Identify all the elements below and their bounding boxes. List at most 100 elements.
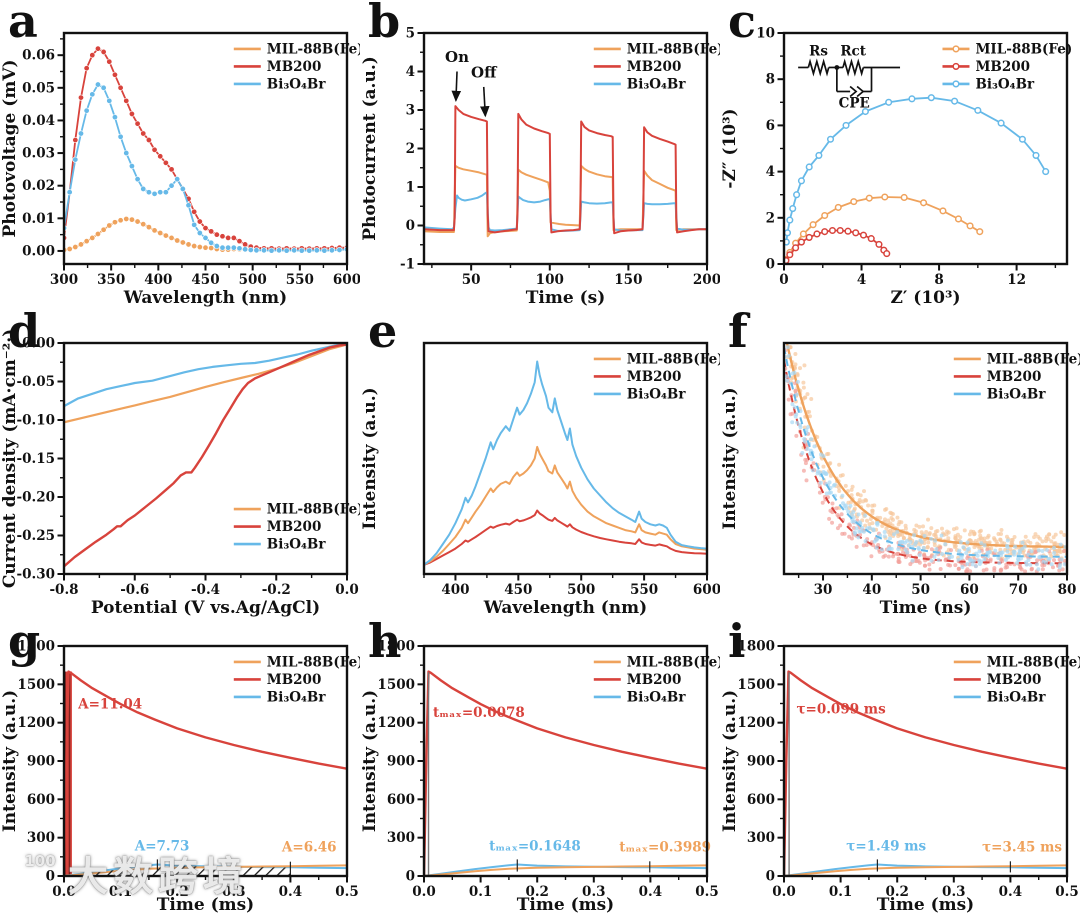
svg-text:A=7.73: A=7.73 [134,838,190,854]
svg-text:0.0: 0.0 [412,884,436,900]
svg-text:550: 550 [630,582,658,598]
svg-text:0.3: 0.3 [222,884,246,900]
panel-e: e 400 450 500 550 600 Wavelength (nm) Intensit… [360,304,720,620]
svg-text:τ=3.45 ms: τ=3.45 ms [982,840,1062,856]
svg-text:70: 70 [1009,582,1028,598]
svg-text:150: 150 [614,272,642,288]
svg-text:0.0: 0.0 [772,884,796,900]
panel-letter-h: h [368,614,402,668]
panel-d-plot: -0.8 -0.6 -0.4 -0.2 0.0 0.00 -0.05 -0.10 -0.15 -0… [0,310,360,620]
svg-text:0: 0 [766,257,775,273]
svg-text:0.5: 0.5 [335,884,359,900]
svg-text:-0.2: -0.2 [262,582,291,598]
svg-text:0.06: 0.06 [22,48,55,64]
panel-f-plot: 30 40 50 60 70 80 Time (ns) Intensity (a.u.) MIL… [720,310,1080,620]
svg-text:Photocurrent (a.u.): Photocurrent (a.u.) [360,56,380,241]
svg-text:6: 6 [766,118,775,134]
svg-text:-0.10: -0.10 [17,413,55,429]
svg-text:Wavelength (nm): Wavelength (nm) [483,598,647,618]
svg-text:Bi₃O₄Br: Bi₃O₄Br [627,689,687,705]
svg-text:300: 300 [387,830,415,846]
panel-e-plot: 400 450 500 550 600 Wavelength (nm) Intensity … [360,310,720,620]
svg-text:8: 8 [934,272,943,288]
svg-text:Rct: Rct [840,43,866,59]
svg-text:600: 600 [387,792,415,808]
panel-c: c 0 4 8 12 0 2 4 6 8 10 Z′ (10³) -Z″ (10³) MIL-88B(F… [720,0,1080,310]
svg-text:τ=0.099 ms: τ=0.099 ms [796,702,886,718]
svg-text:100: 100 [536,272,564,288]
svg-text:Potential (V vs.Ag/AgCl): Potential (V vs.Ag/AgCl) [91,598,320,618]
svg-text:2: 2 [766,210,775,226]
svg-text:400: 400 [144,272,172,288]
svg-text:300: 300 [50,272,78,288]
panel-letter-c: c [728,0,757,48]
panel-h-plot: 0.0 0.1 0.2 0.3 0.4 0.5 0 300 600 900 1200 1500 1800… [360,620,720,917]
panel-i-plot: 0.0 0.1 0.2 0.3 0.4 0.5 0 300 600 900 1200 1500 1800… [720,620,1080,917]
svg-text:3: 3 [406,103,415,119]
svg-text:0: 0 [766,869,775,885]
svg-text:A=11.04: A=11.04 [77,697,142,713]
svg-text:350: 350 [97,272,125,288]
svg-text:0.00: 0.00 [22,243,55,259]
svg-text:0.4: 0.4 [639,884,663,900]
svg-text:-0.30: -0.30 [17,567,55,583]
svg-text:Off: Off [471,63,498,81]
svg-text:MB200: MB200 [267,672,322,688]
svg-text:1: 1 [406,180,415,196]
svg-text:0.01: 0.01 [22,211,55,227]
svg-text:Time (s): Time (s) [526,288,606,308]
svg-text:0.1: 0.1 [829,884,853,900]
svg-text:200: 200 [693,272,720,288]
svg-text:1200: 1200 [17,715,55,731]
svg-text:50: 50 [462,272,481,288]
svg-text:60: 60 [960,582,979,598]
svg-text:Rs: Rs [809,43,828,59]
svg-text:0: 0 [779,272,788,288]
panel-letter-i: i [728,614,746,668]
svg-text:-0.15: -0.15 [17,451,55,467]
panel-g: g 0.0 0.1 0.2 0.3 0.4 0.5 0 300 600 900 1200 1500 18… [0,614,360,917]
svg-text:MIL-88B(Fe): MIL-88B(Fe) [267,502,360,518]
svg-text:Bi₃O₄Br: Bi₃O₄Br [987,689,1047,705]
svg-text:4: 4 [857,272,866,288]
svg-text:0.5: 0.5 [1055,884,1079,900]
svg-text:5: 5 [406,26,415,42]
svg-text:-0.20: -0.20 [17,490,55,506]
svg-text:0.03: 0.03 [22,146,55,162]
svg-text:MIL-88B(Fe): MIL-88B(Fe) [987,654,1080,670]
panel-letter-d: d [8,304,41,358]
svg-text:0.1: 0.1 [469,884,493,900]
panel-letter-g: g [8,614,41,668]
svg-text:0.2: 0.2 [165,884,189,900]
svg-text:MB200: MB200 [267,59,322,75]
svg-text:1500: 1500 [17,677,55,693]
svg-text:2: 2 [406,141,415,157]
svg-text:4: 4 [406,64,415,80]
panel-c-plot: 0 4 8 12 0 2 4 6 8 10 Z′ (10³) -Z″ (10³) MIL-88B(Fe)… [720,0,1080,310]
svg-text:600: 600 [747,792,775,808]
panel-b-plot: 50 100 150 200 -1 0 1 2 3 4 5 Time (s) Photocurrent … [360,0,720,310]
svg-text:On: On [445,48,469,66]
svg-text:Time (ms): Time (ms) [877,895,974,915]
svg-text:0.0: 0.0 [335,582,359,598]
svg-text:0.4: 0.4 [999,884,1023,900]
svg-text:30: 30 [814,582,833,598]
panel-i: i 0.0 0.1 0.2 0.3 0.4 0.5 0 300 600 900 1200 1500 18… [720,614,1080,917]
svg-text:Time (ms): Time (ms) [517,895,614,915]
svg-text:450: 450 [191,272,219,288]
svg-text:Bi₃O₄Br: Bi₃O₄Br [267,689,327,705]
panel-a: a 300 350 400 450 500 550 600 0.00 0.01 0.02 0.03 0… [0,0,360,310]
svg-text:0.5: 0.5 [695,884,719,900]
svg-text:1800: 1800 [377,639,415,655]
svg-text:MB200: MB200 [627,672,682,688]
svg-text:Bi₃O₄Br: Bi₃O₄Br [975,76,1035,92]
svg-text:Bi₃O₄Br: Bi₃O₄Br [627,76,687,92]
svg-text:0.0: 0.0 [52,884,76,900]
svg-text:300: 300 [747,830,775,846]
svg-text:MIL-88B(Fe): MIL-88B(Fe) [627,41,720,57]
svg-text:0.3: 0.3 [582,884,606,900]
svg-text:MB200: MB200 [987,672,1042,688]
panel-b: b 50 100 150 200 -1 0 1 2 3 4 5 Time (s) Photocurren… [360,0,720,310]
svg-text:Z′ (10³): Z′ (10³) [890,288,960,308]
